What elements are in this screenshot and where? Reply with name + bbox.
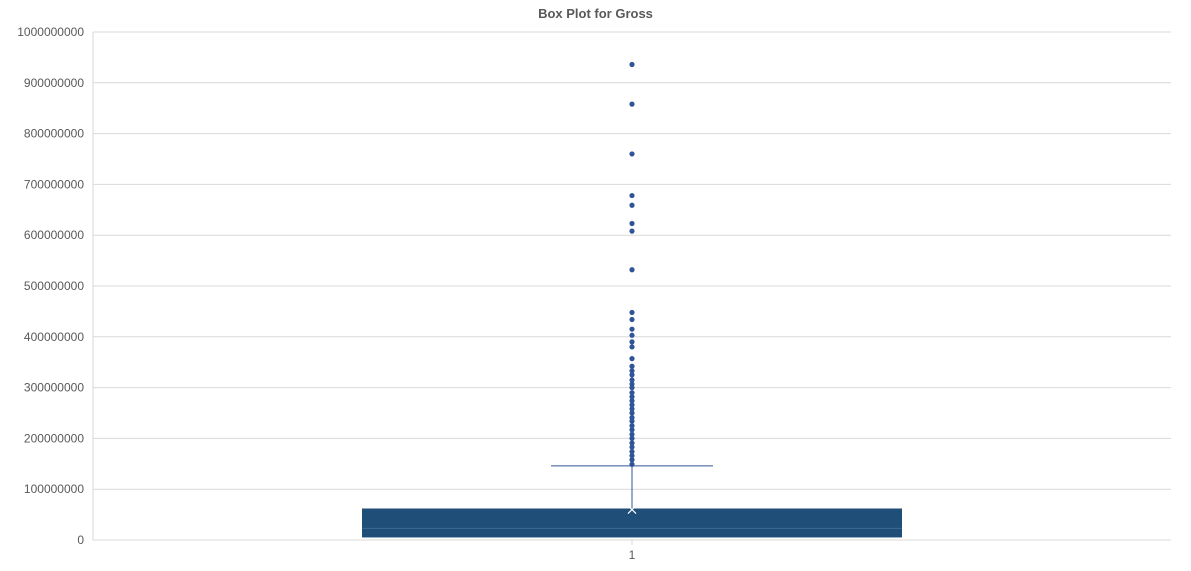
chart-title: Box Plot for Gross (538, 6, 653, 21)
y-tick-label: 500000000 (24, 279, 84, 293)
outlier-point (629, 381, 635, 387)
x-tick-labels: 1 (629, 548, 636, 562)
outlier-point (629, 192, 635, 199)
outlier-point (629, 101, 635, 107)
outlier-point (629, 363, 635, 369)
outlier-point (629, 431, 635, 437)
box-q1-q3 (362, 508, 902, 538)
y-tick-label: 300000000 (24, 381, 84, 395)
outlier-point (629, 316, 635, 323)
outlier-point (629, 339, 635, 345)
y-tick-label: 1000000000 (17, 25, 84, 39)
outlier-point (629, 377, 635, 383)
x-tick-label: 1 (629, 548, 636, 562)
outlier-point (629, 406, 635, 412)
outlier-point (629, 309, 635, 316)
outlier-point (629, 453, 635, 459)
outlier-point (629, 332, 635, 338)
box-series (362, 465, 902, 538)
outlier-point (629, 228, 635, 234)
mean-marker (627, 505, 637, 514)
outlier-points (629, 61, 635, 467)
outlier-point (629, 423, 635, 429)
outlier-point (629, 267, 635, 273)
outlier-point (629, 385, 635, 391)
y-tick-label: 200000000 (24, 431, 84, 445)
outlier-point (629, 457, 635, 463)
y-tick-label: 700000000 (24, 177, 84, 191)
outlier-point (629, 390, 635, 396)
outlier-point (629, 402, 635, 408)
outlier-point (629, 449, 635, 455)
outlier-point (629, 372, 635, 378)
y-tick-label: 0 (77, 533, 84, 547)
outlier-point (629, 444, 635, 450)
outlier-point (629, 394, 635, 400)
outlier-point (629, 414, 635, 421)
outlier-point (629, 410, 635, 416)
y-tick-labels: 0 100000000 200000000 300000000 400000000 500… (17, 25, 84, 547)
outlier-point (629, 461, 635, 467)
outlier-point (629, 368, 635, 374)
y-tick-label: 400000000 (24, 330, 84, 344)
outlier-point (629, 326, 635, 332)
y-tick-label: 100000000 (24, 482, 84, 496)
outlier-point (629, 356, 635, 362)
outlier-point (629, 151, 635, 157)
outlier-point (629, 418, 635, 424)
outlier-point (629, 344, 635, 350)
y-tick-label: 900000000 (24, 76, 84, 90)
axes (92, 32, 1171, 545)
outlier-point (629, 427, 635, 433)
outlier-point (629, 202, 635, 208)
outlier-point (629, 435, 635, 441)
outlier-point (629, 61, 635, 68)
y-tick-label: 600000000 (24, 228, 84, 242)
outlier-point (629, 440, 635, 446)
outlier-point (629, 398, 635, 404)
y-tick-label: 800000000 (24, 127, 84, 141)
outlier-point (629, 220, 635, 227)
